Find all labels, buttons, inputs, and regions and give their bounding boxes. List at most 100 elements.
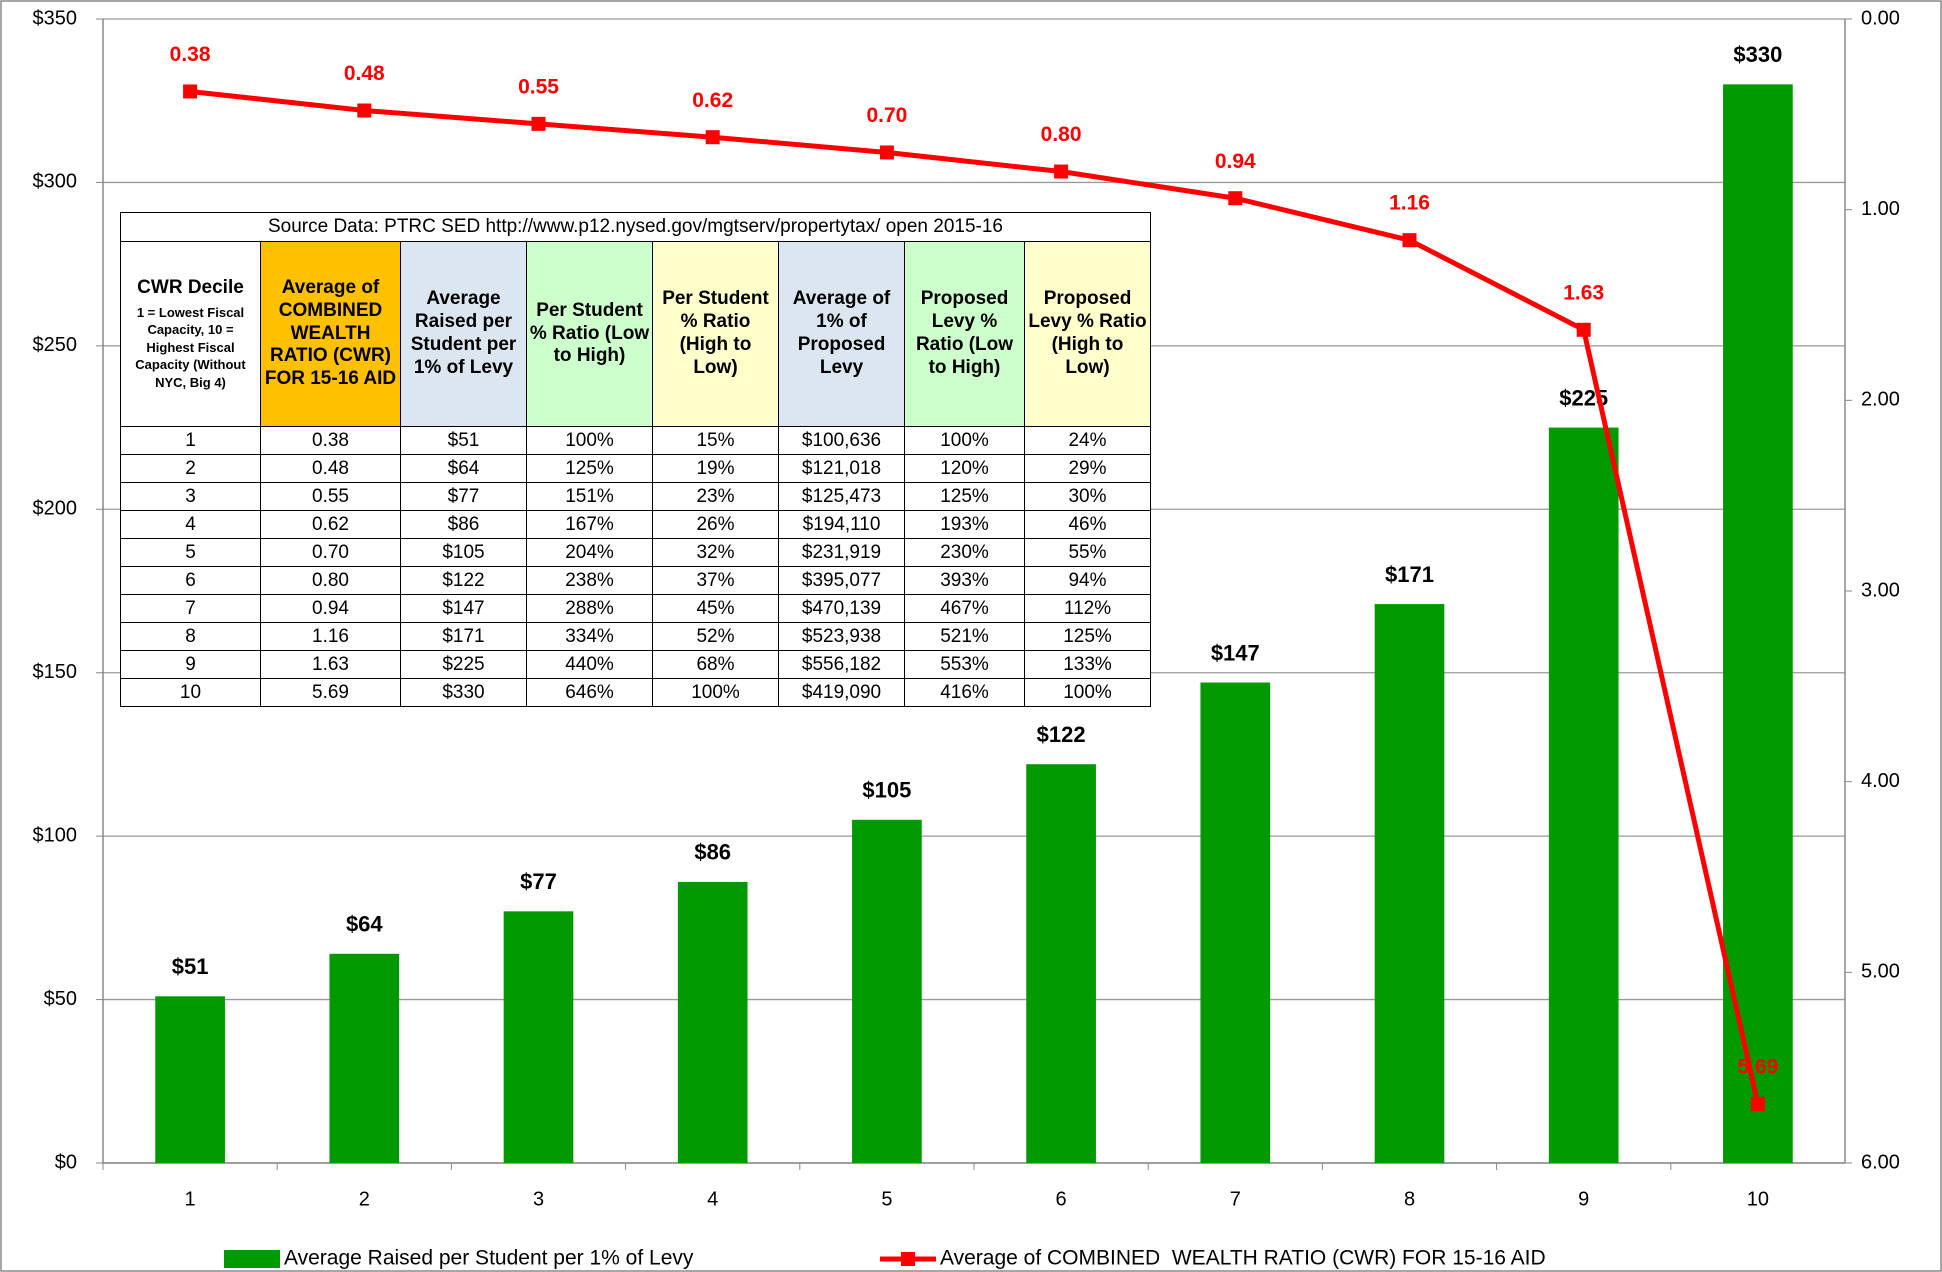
bar <box>852 819 922 1163</box>
table-cell: 125% <box>904 482 1025 511</box>
table-cell: 125% <box>526 454 653 483</box>
line-value-label: 0.62 <box>692 89 733 112</box>
table-cell: 100% <box>652 678 779 707</box>
line-marker <box>1576 322 1591 337</box>
y-tick-label: $300 <box>33 171 78 193</box>
table-cell: 5 <box>120 538 261 567</box>
table-cell: $194,110 <box>778 510 905 539</box>
table-cell: 24% <box>1024 426 1151 455</box>
table-cell: $171 <box>400 622 527 651</box>
header-text: Proposed Levy % Ratio (High to Low) <box>1028 288 1147 378</box>
table-row: 9 1.63 $225 440% 68% $556,182 553% 133% <box>120 650 1151 679</box>
bar <box>1374 604 1445 1163</box>
header-text: Per Student % Ratio (Low to High) <box>529 299 650 367</box>
table-cell: $86 <box>400 510 527 539</box>
table-cell: $231,919 <box>778 538 905 567</box>
x-tick-label: 3 <box>533 1188 544 1210</box>
header-text: Proposed Levy % Ratio (Low to High) <box>915 288 1014 378</box>
data-table: Source Data: PTRC SED http://www.p12.nys… <box>120 212 1151 707</box>
bar <box>503 911 574 1163</box>
line-value-label: 0.80 <box>1041 123 1082 146</box>
table-cell: $225 <box>400 650 527 679</box>
x-tick-label: 1 <box>185 1188 196 1210</box>
table-cell: 1 <box>120 426 261 455</box>
y-tick-label: $0 <box>55 1151 77 1173</box>
bar-value-label: $147 <box>1211 640 1260 665</box>
table-cell: 46% <box>1024 510 1151 539</box>
table-cell: $147 <box>400 594 527 623</box>
line-marker <box>1228 191 1243 206</box>
table-cell: 29% <box>1024 454 1151 483</box>
line-value-label: 5.69 <box>1737 1055 1778 1078</box>
table-row: 5 0.70 $105 204% 32% $231,919 230% 55% <box>120 538 1151 567</box>
table-cell: 416% <box>904 678 1025 707</box>
y-tick-label: $250 <box>33 334 78 356</box>
bar-value-label: $171 <box>1385 562 1434 587</box>
table-head: Source Data: PTRC SED http://www.p12.nys… <box>120 212 1151 427</box>
table-cell: 288% <box>526 594 653 623</box>
table-cell: 230% <box>904 538 1025 567</box>
table-cell: 32% <box>652 538 779 567</box>
line-value-label: 1.16 <box>1389 192 1430 215</box>
table-caption: Source Data: PTRC SED http://www.p12.nys… <box>120 212 1151 242</box>
table-cell: 26% <box>652 510 779 539</box>
header-text: CWR Decile <box>137 276 244 298</box>
x-tick-label: 4 <box>707 1188 718 1210</box>
line-marker <box>531 116 546 131</box>
table-cell: $523,938 <box>778 622 905 651</box>
table-cell: 193% <box>904 510 1025 539</box>
header-cell: Proposed Levy % Ratio (High to Low) <box>1024 241 1151 427</box>
table-cell: 0.55 <box>260 482 401 511</box>
line-marker <box>357 103 372 118</box>
line-value-label: 0.94 <box>1215 150 1256 173</box>
table-body: 1 0.38 $51 100% 15% $100,636 100% 24% 2 0.48 $64 12… <box>120 426 1151 707</box>
table-cell: 100% <box>904 426 1025 455</box>
table-cell: 100% <box>1024 678 1151 707</box>
table-cell: 334% <box>526 622 653 651</box>
table-cell: 440% <box>526 650 653 679</box>
y2-tick-label: 2.00 <box>1861 389 1900 411</box>
table-cell: 1.16 <box>260 622 401 651</box>
header-text: Per Student % Ratio (High to Low) <box>662 288 769 378</box>
table-cell: 167% <box>526 510 653 539</box>
x-tick-label: 7 <box>1230 1188 1241 1210</box>
line-value-label: 0.48 <box>344 62 385 85</box>
y2-tick-label: 1.00 <box>1861 198 1900 220</box>
table-cell: 0.38 <box>260 426 401 455</box>
table-cell: 0.70 <box>260 538 401 567</box>
table-cell: 393% <box>904 566 1025 595</box>
table-row: 3 0.55 $77 151% 23% $125,473 125% 30% <box>120 482 1151 511</box>
table-cell: 6 <box>120 566 261 595</box>
table-cell: 30% <box>1024 482 1151 511</box>
table-cell: 120% <box>904 454 1025 483</box>
table-cell: 553% <box>904 650 1025 679</box>
table-cell: 646% <box>526 678 653 707</box>
table-row: 10 5.69 $330 646% 100% $419,090 416% 100% <box>120 678 1151 707</box>
table-row: 7 0.94 $147 288% 45% $470,139 467% 112% <box>120 594 1151 623</box>
table-cell: $64 <box>400 454 527 483</box>
line-value-label: 0.70 <box>866 104 907 127</box>
header-cell: Per Student % Ratio (Low to High) <box>526 241 653 427</box>
table-cell: 125% <box>1024 622 1151 651</box>
table-cell: $105 <box>400 538 527 567</box>
table-cell: 55% <box>1024 538 1151 567</box>
table-cell: 467% <box>904 594 1025 623</box>
table-cell: $125,473 <box>778 482 905 511</box>
table-cell: $77 <box>400 482 527 511</box>
bar-value-label: $77 <box>520 869 557 894</box>
table-cell: $51 <box>400 426 527 455</box>
line-value-label: 0.38 <box>170 43 211 66</box>
y2-tick-label: 0.00 <box>1861 7 1900 29</box>
bar-value-label: $64 <box>346 912 383 937</box>
table-cell: 100% <box>526 426 653 455</box>
legend-label: Average of COMBINED WEALTH RATIO (CWR) F… <box>940 1247 1546 1270</box>
y-tick-label: $50 <box>44 988 77 1010</box>
bar-value-label: $122 <box>1037 722 1086 747</box>
line-marker <box>705 130 720 145</box>
line-marker <box>1402 233 1417 248</box>
bar <box>1548 427 1619 1164</box>
table-row: 2 0.48 $64 125% 19% $121,018 120% 29% <box>120 454 1151 483</box>
x-tick-label: 6 <box>1056 1188 1067 1210</box>
legend-label: Average Raised per Student per 1% of Lev… <box>284 1247 694 1270</box>
